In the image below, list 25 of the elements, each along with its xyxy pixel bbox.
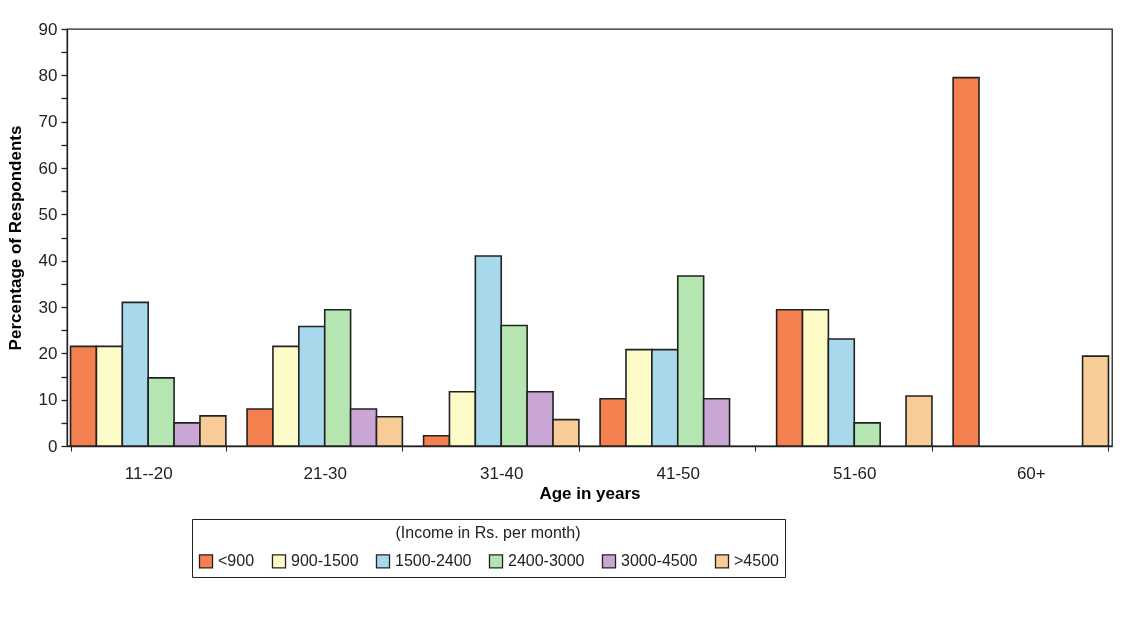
x-tick-label: 11--20 <box>124 463 173 483</box>
x-tick-label: 60+ <box>1016 463 1046 483</box>
y-tick-label: 10 <box>38 390 58 410</box>
x-tick-label: 21-30 <box>303 463 347 483</box>
y-tick-label: 50 <box>38 204 58 224</box>
x-tick-label: 51-60 <box>833 463 877 483</box>
legend-label: 3000-4500 <box>621 552 698 570</box>
x-tick-label: 31-40 <box>480 463 524 483</box>
y-tick-label: 80 <box>38 65 58 85</box>
legend-label: 2400-3000 <box>508 552 585 570</box>
legend-label: 900-1500 <box>291 552 359 570</box>
legend-title: (Income in Rs. per month) <box>395 524 581 541</box>
y-tick-label: 0 <box>48 436 58 456</box>
y-tick-label: 60 <box>38 158 58 178</box>
legend-label: <900 <box>218 552 255 570</box>
y-tick-label: 70 <box>38 112 58 132</box>
y-tick-label: 20 <box>38 343 58 363</box>
x-axis-title: Age in years <box>539 483 641 503</box>
y-tick-label: 30 <box>38 297 58 317</box>
legend-label: 1500-2400 <box>395 552 472 570</box>
x-tick-label: 41-50 <box>656 463 700 483</box>
y-tick-label: 90 <box>38 19 58 39</box>
y-tick-label: 40 <box>38 251 58 271</box>
y-axis-title: Percentage of Respondents <box>5 125 25 351</box>
legend-label: >4500 <box>734 552 780 570</box>
